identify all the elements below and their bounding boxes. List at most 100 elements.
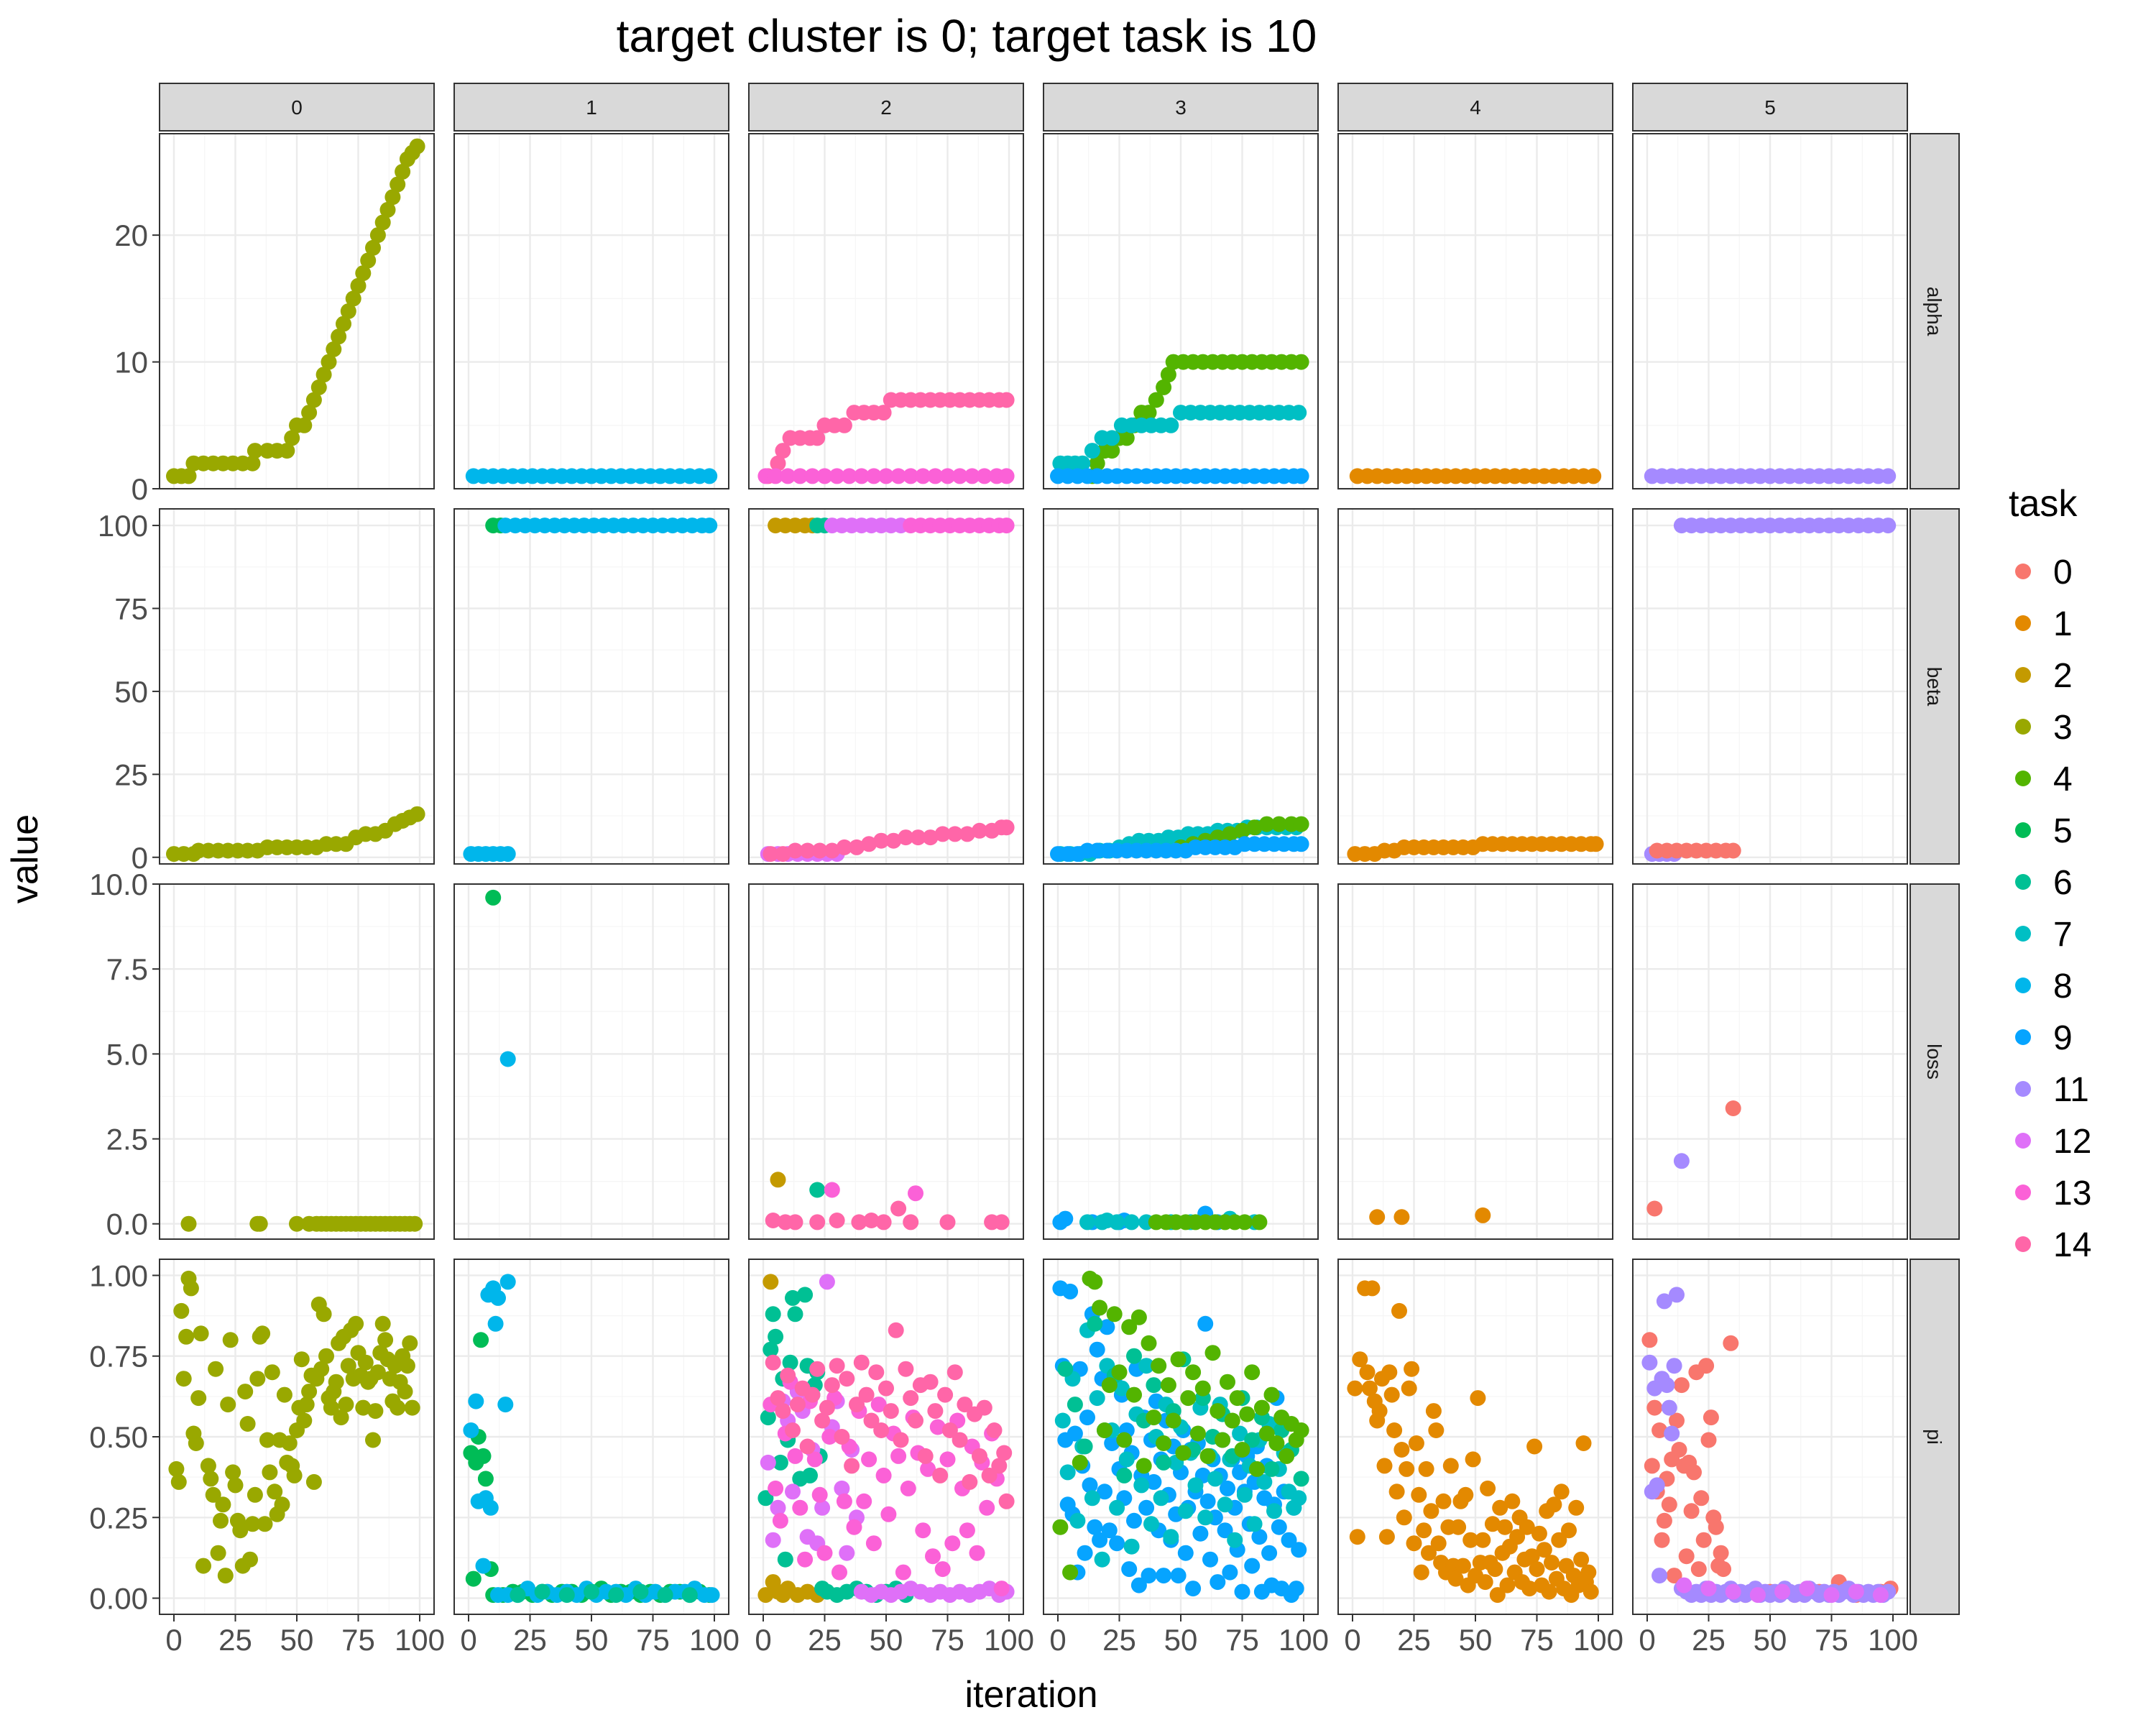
data-point bbox=[608, 1587, 625, 1604]
data-point bbox=[473, 1332, 489, 1348]
data-point bbox=[915, 468, 931, 484]
data-point bbox=[875, 1467, 892, 1484]
panel-beta-5 bbox=[1632, 508, 1908, 865]
data-point bbox=[875, 405, 892, 421]
data-point bbox=[1536, 1542, 1552, 1558]
data-point bbox=[1531, 1525, 1547, 1542]
data-point bbox=[969, 1545, 985, 1561]
panel-border bbox=[159, 133, 435, 489]
data-point bbox=[168, 1460, 185, 1477]
data-point bbox=[1475, 1207, 1491, 1223]
legend-label: 2 bbox=[2053, 657, 2073, 695]
panel-alpha-4 bbox=[1337, 133, 1613, 490]
y-tick-label: 10.0 bbox=[89, 868, 148, 901]
data-point bbox=[193, 1325, 209, 1342]
data-point bbox=[1170, 1351, 1187, 1368]
data-point bbox=[1281, 1532, 1297, 1548]
data-point bbox=[1698, 1358, 1715, 1374]
data-point bbox=[357, 1354, 374, 1371]
data-point bbox=[1293, 354, 1309, 370]
data-point bbox=[1116, 1467, 1133, 1484]
data-point bbox=[770, 455, 786, 472]
data-point bbox=[780, 1367, 796, 1384]
data-point bbox=[770, 1499, 786, 1516]
data-point bbox=[1347, 1380, 1363, 1397]
data-point bbox=[900, 1480, 916, 1496]
data-point bbox=[1406, 1535, 1422, 1552]
data-point bbox=[1401, 1380, 1417, 1397]
data-point bbox=[1799, 1581, 1815, 1597]
data-point bbox=[225, 1464, 241, 1481]
data-point bbox=[296, 1412, 313, 1429]
data-point bbox=[1234, 1442, 1250, 1458]
column-strip-label: 0 bbox=[291, 96, 303, 119]
legend-key bbox=[2015, 874, 2031, 890]
data-point bbox=[1416, 1522, 1432, 1539]
data-point bbox=[205, 1486, 221, 1503]
data-point bbox=[785, 1484, 801, 1500]
data-point bbox=[1227, 1532, 1243, 1548]
x-tick-label: 100 bbox=[1279, 1623, 1329, 1657]
data-point bbox=[1222, 826, 1238, 842]
data-point bbox=[1475, 1532, 1491, 1548]
data-point bbox=[293, 1351, 310, 1368]
data-point bbox=[1659, 1377, 1675, 1394]
legend-key bbox=[2015, 822, 2031, 838]
x-tick-label: 25 bbox=[1102, 1623, 1136, 1657]
data-point bbox=[814, 1412, 831, 1429]
y-tick-label: 20 bbox=[114, 218, 148, 252]
data-point bbox=[1661, 1496, 1677, 1513]
legend-key bbox=[2015, 770, 2031, 786]
legend-key bbox=[2015, 978, 2031, 993]
data-point bbox=[1222, 1564, 1238, 1581]
data-point bbox=[399, 1358, 415, 1374]
data-point bbox=[1199, 1493, 1216, 1509]
data-point bbox=[1163, 1529, 1179, 1545]
data-point bbox=[878, 1380, 894, 1397]
data-point bbox=[1693, 1490, 1710, 1506]
data-point bbox=[1484, 1516, 1501, 1532]
data-point bbox=[898, 829, 914, 846]
y-tick-label: 7.5 bbox=[106, 952, 148, 986]
column-strip-4 bbox=[1337, 83, 1613, 132]
data-point bbox=[1052, 1519, 1069, 1535]
data-point bbox=[336, 316, 351, 332]
data-point bbox=[1669, 1287, 1685, 1303]
data-point bbox=[195, 1558, 211, 1574]
data-point bbox=[183, 1280, 199, 1297]
legend-label: 14 bbox=[2053, 1226, 2091, 1264]
data-point bbox=[331, 328, 347, 345]
data-point bbox=[1349, 1529, 1365, 1545]
data-point bbox=[1244, 1558, 1261, 1574]
data-point bbox=[853, 468, 870, 484]
x-tick-label: 100 bbox=[984, 1623, 1034, 1657]
data-point bbox=[836, 417, 852, 433]
panel-loss-1 bbox=[453, 883, 729, 1240]
x-tick-label: 50 bbox=[1754, 1623, 1787, 1657]
x-axis-title: iteration bbox=[965, 1674, 1098, 1716]
data-point bbox=[1153, 1490, 1169, 1506]
data-point bbox=[941, 1422, 958, 1438]
data-point bbox=[760, 1409, 776, 1426]
data-point bbox=[1666, 1568, 1682, 1584]
data-point bbox=[1258, 1425, 1275, 1442]
data-point bbox=[1293, 836, 1309, 852]
data-point bbox=[757, 1587, 774, 1604]
data-point bbox=[175, 1371, 192, 1387]
data-point bbox=[355, 265, 372, 282]
data-point bbox=[1376, 1458, 1393, 1474]
data-point bbox=[1462, 1532, 1479, 1548]
data-point bbox=[863, 1213, 880, 1228]
data-point bbox=[252, 1215, 268, 1232]
data-point bbox=[797, 1287, 814, 1303]
data-point bbox=[1097, 1422, 1112, 1438]
data-point bbox=[1146, 1377, 1162, 1394]
panel-beta-0 bbox=[159, 508, 435, 865]
data-point bbox=[348, 1315, 364, 1332]
column-strip-label: 5 bbox=[1764, 96, 1776, 119]
data-point bbox=[681, 1587, 698, 1604]
data-point bbox=[1057, 1210, 1074, 1227]
data-point bbox=[632, 1583, 649, 1600]
data-point bbox=[289, 1215, 305, 1232]
x-tick-label: 50 bbox=[575, 1623, 609, 1657]
